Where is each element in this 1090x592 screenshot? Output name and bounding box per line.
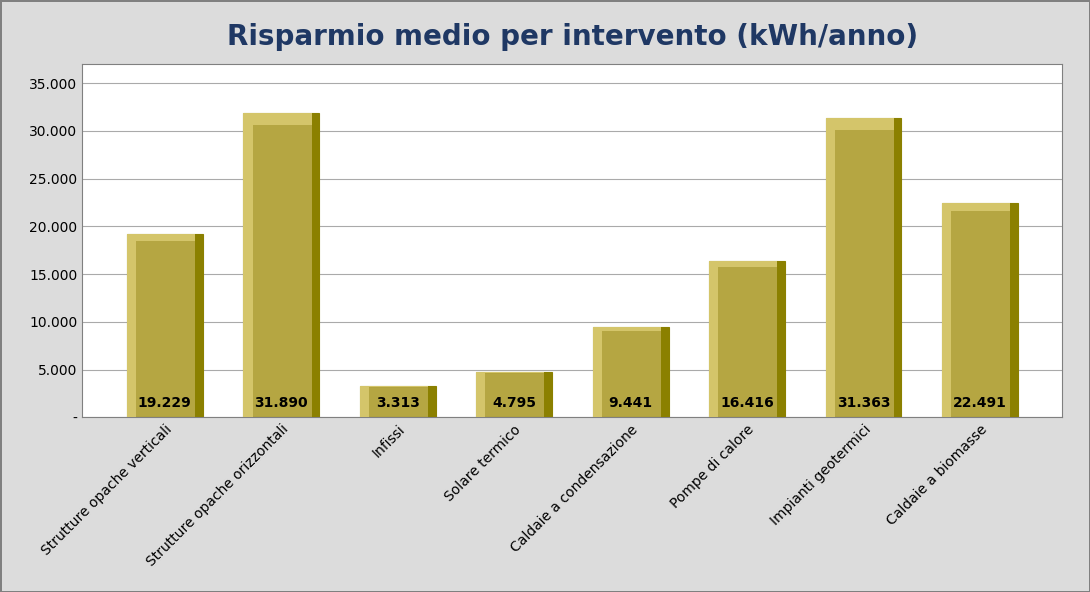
- Text: 22.491: 22.491: [953, 395, 1007, 410]
- Bar: [126, 234, 203, 241]
- Bar: [894, 118, 901, 417]
- Text: 16.416: 16.416: [720, 395, 774, 410]
- Bar: [826, 118, 901, 417]
- Bar: [661, 327, 668, 417]
- Bar: [126, 234, 136, 417]
- Bar: [710, 260, 718, 417]
- Bar: [942, 202, 1018, 417]
- Text: 19.229: 19.229: [138, 395, 192, 410]
- Bar: [195, 234, 203, 417]
- Bar: [428, 386, 436, 417]
- Bar: [826, 118, 901, 130]
- Bar: [942, 202, 952, 417]
- Bar: [593, 327, 668, 417]
- Bar: [942, 202, 1018, 211]
- Bar: [710, 260, 785, 267]
- Title: Risparmio medio per intervento (kWh/anno): Risparmio medio per intervento (kWh/anno…: [227, 22, 918, 50]
- Bar: [476, 372, 552, 417]
- Bar: [243, 113, 319, 417]
- Bar: [476, 372, 485, 417]
- Bar: [1010, 202, 1018, 417]
- Text: 3.313: 3.313: [376, 395, 420, 410]
- Bar: [710, 260, 785, 417]
- Text: 31.890: 31.890: [254, 395, 308, 410]
- Bar: [243, 113, 319, 125]
- Bar: [593, 327, 602, 417]
- Text: 4.795: 4.795: [493, 395, 536, 410]
- Bar: [826, 118, 835, 417]
- Bar: [126, 234, 203, 417]
- Text: 9.441: 9.441: [608, 395, 653, 410]
- Text: 31.363: 31.363: [837, 395, 891, 410]
- Bar: [360, 386, 436, 387]
- Bar: [312, 113, 319, 417]
- Bar: [777, 260, 785, 417]
- Bar: [360, 386, 368, 417]
- Bar: [476, 372, 552, 374]
- Bar: [360, 386, 436, 417]
- Bar: [545, 372, 552, 417]
- Bar: [593, 327, 668, 331]
- Bar: [243, 113, 253, 417]
